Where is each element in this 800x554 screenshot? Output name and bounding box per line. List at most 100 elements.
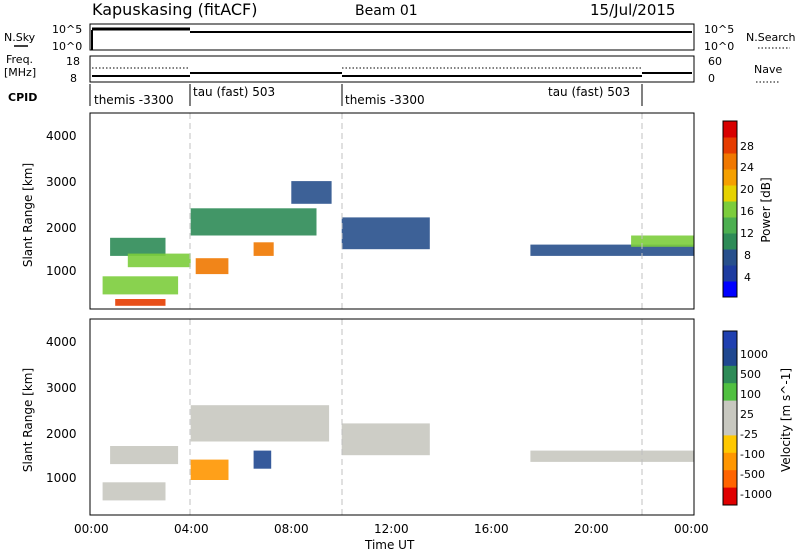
power-echo-band <box>530 244 694 256</box>
nsky-label: N.Sky <box>4 31 36 44</box>
xtick-1600: 16:00 <box>474 522 509 536</box>
x-axis-label: Time UT <box>364 538 415 552</box>
power-panel: 4000 3000 2000 1000 Slant Range [km] <box>21 112 695 310</box>
date-title: 15/Jul/2015 <box>590 1 675 19</box>
nave-label: Nave <box>754 63 782 76</box>
velocity-cbar-tick-m1000: -1000 <box>740 488 772 501</box>
velocity-colorbar-swatch <box>723 418 737 436</box>
velocity-colorbar-swatch <box>723 452 737 471</box>
power-colorbar-swatches <box>723 121 737 298</box>
nsearch-tick-low: 10^0 <box>704 40 734 53</box>
power-echo-marks <box>102 181 694 306</box>
velocity-echo-marks <box>102 405 694 501</box>
power-colorbar-swatch <box>723 233 737 250</box>
velocity-colorbar-swatch <box>723 348 737 367</box>
cpid-seg-4: tau (fast) 503 <box>548 85 630 99</box>
velocity-cbar-tick-25: 25 <box>740 408 754 421</box>
power-echo-band <box>291 181 332 204</box>
velocity-cbar-label: Velocity [m s^-1] <box>779 368 793 472</box>
power-cbar-label: Power [dB] <box>759 177 773 242</box>
velocity-ytick-1000: 1000 <box>46 471 77 485</box>
velocity-ylabel: Slant Range [km] <box>21 368 35 472</box>
power-echo-band <box>127 253 191 268</box>
velocity-colorbar-swatch <box>723 365 737 384</box>
power-colorbar-swatch <box>723 121 737 138</box>
power-echo-band <box>110 237 166 256</box>
xtick-0400: 04:00 <box>174 522 209 536</box>
velocity-cbar-tick-m100: -100 <box>740 448 765 461</box>
cpid-label: CPID <box>8 91 37 104</box>
power-cbar-tick-24: 24 <box>740 161 754 174</box>
freq-unit: [MHz] <box>4 66 36 79</box>
velocity-cbar-tick-m500: -500 <box>740 468 765 481</box>
power-echo-band <box>341 217 430 250</box>
noise-panel: N.Sky 10^5 10^0 10^5 10^0 N.Search <box>4 23 796 53</box>
power-cbar-tick-12: 12 <box>740 227 754 240</box>
nsky-tick-low: 10^0 <box>52 40 82 53</box>
velocity-echo-band <box>190 459 229 480</box>
velocity-colorbar-swatch <box>723 331 737 349</box>
nsearch-tick-high: 10^5 <box>704 23 734 36</box>
velocity-colorbar-swatch <box>723 487 737 506</box>
power-cbar-tick-20: 20 <box>740 183 754 196</box>
freq-label: Freq. <box>6 53 33 66</box>
cpid-strip: CPID themis -3300 tau (fast) 503 themis … <box>8 84 643 107</box>
velocity-cbar-tick-m25: -25 <box>740 428 758 441</box>
power-colorbar-swatch <box>723 281 737 298</box>
velocity-cbar-tick-100: 100 <box>740 388 761 401</box>
beam-title: Beam 01 <box>355 3 418 19</box>
power-colorbar-swatch <box>723 185 737 202</box>
velocity-ytick-4000: 4000 <box>46 335 77 349</box>
power-colorbar-swatch <box>723 201 737 218</box>
xtick-2000: 20:00 <box>574 522 609 536</box>
velocity-echo-band <box>190 405 330 442</box>
power-echo-band <box>253 242 274 256</box>
power-echo-band <box>190 208 317 236</box>
cpid-seg-1: themis -3300 <box>94 93 174 107</box>
power-echo-band <box>195 258 229 275</box>
velocity-echo-band <box>110 446 179 465</box>
velocity-colorbar-swatch <box>723 435 737 454</box>
power-colorbar-swatch <box>723 153 737 170</box>
power-cbar-tick-28: 28 <box>740 140 754 153</box>
velocity-ytick-2000: 2000 <box>46 427 77 441</box>
power-colorbar-swatch <box>723 249 737 266</box>
power-cbar-tick-8: 8 <box>744 249 751 262</box>
velocity-colorbar-swatch <box>723 383 737 402</box>
xtick-0800: 08:00 <box>274 522 309 536</box>
power-echo-band <box>102 276 179 295</box>
velocity-colorbar: 1000 500 100 25 -25 -100 -500 -1000 Velo… <box>722 330 793 506</box>
power-echo-band <box>631 235 694 247</box>
velocity-colorbar-swatch <box>723 470 737 489</box>
velocity-ytick-3000: 3000 <box>46 381 77 395</box>
power-ylabel: Slant Range [km] <box>21 163 35 267</box>
velocity-echo-band <box>253 450 272 469</box>
cpid-seg-2: tau (fast) 503 <box>193 85 275 99</box>
velocity-echo-band <box>530 450 694 462</box>
power-echo-band <box>115 299 166 306</box>
velocity-echo-band <box>341 423 430 456</box>
velocity-colorbar-swatches <box>723 331 737 506</box>
velocity-cbar-tick-500: 500 <box>740 368 761 381</box>
power-colorbar: 28 24 20 16 12 8 4 Power [dB] <box>722 120 773 298</box>
xtick-1200: 12:00 <box>374 522 409 536</box>
velocity-panel: 4000 3000 2000 1000 Slant Range [km] <box>21 318 695 516</box>
frequency-panel: Freq. [MHz] 18 8 60 0 Nave <box>4 53 782 85</box>
velocity-cbar-tick-1000: 1000 <box>740 348 768 361</box>
nsearch-label: N.Search <box>746 31 796 44</box>
freq-tick-low: 8 <box>70 72 77 85</box>
power-ytick-3000: 3000 <box>46 175 77 189</box>
nave-tick-high: 60 <box>708 55 722 68</box>
station-title: Kapuskasing (fitACF) <box>92 0 257 19</box>
power-colorbar-swatch <box>723 217 737 234</box>
xtick-0000: 00:00 <box>74 522 109 536</box>
velocity-colorbar-swatch <box>723 400 737 419</box>
cpid-seg-3: themis -3300 <box>345 93 425 107</box>
power-ytick-4000: 4000 <box>46 129 77 143</box>
nsky-tick-high: 10^5 <box>52 23 82 36</box>
power-ytick-1000: 1000 <box>46 264 77 278</box>
freq-tick-high: 18 <box>66 55 80 68</box>
power-colorbar-swatch <box>723 169 737 186</box>
power-colorbar-swatch <box>723 265 737 282</box>
